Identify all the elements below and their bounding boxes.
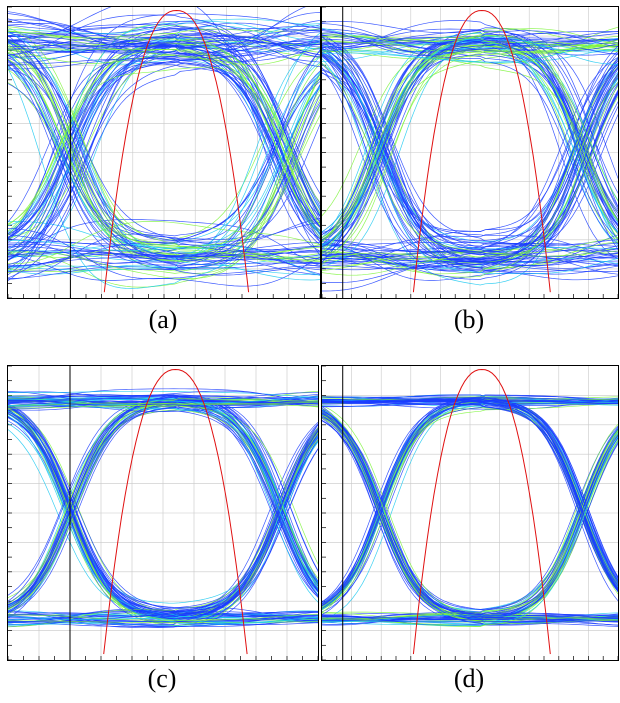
histogram-curve <box>103 368 248 655</box>
panel-caption-b: (b) <box>453 305 485 334</box>
eye-traces <box>8 388 318 629</box>
eye-diagram-svg-c <box>8 366 318 660</box>
histogram-curve <box>412 368 551 655</box>
tick-marks <box>322 7 618 298</box>
eye-diagram-plot-d <box>321 365 619 661</box>
histogram-curve <box>103 9 250 293</box>
panel-caption-c: (c) <box>147 664 177 693</box>
eye-diagram-plot-a <box>7 6 321 299</box>
eye-diagram-svg-a <box>8 7 320 298</box>
histogram-curve <box>412 9 551 293</box>
eye-traces <box>8 7 320 289</box>
panel-caption-d: (d) <box>453 664 485 693</box>
eye-diagram-svg-d <box>322 366 618 660</box>
tick-marks <box>322 366 618 660</box>
eye-traces <box>322 394 618 627</box>
eye-traces <box>322 20 618 292</box>
panel-caption-a: (a) <box>148 305 178 334</box>
eye-diagram-plot-b <box>321 6 619 299</box>
eye-diagram-svg-b <box>322 7 618 298</box>
eye-diagram-plot-c <box>7 365 319 661</box>
